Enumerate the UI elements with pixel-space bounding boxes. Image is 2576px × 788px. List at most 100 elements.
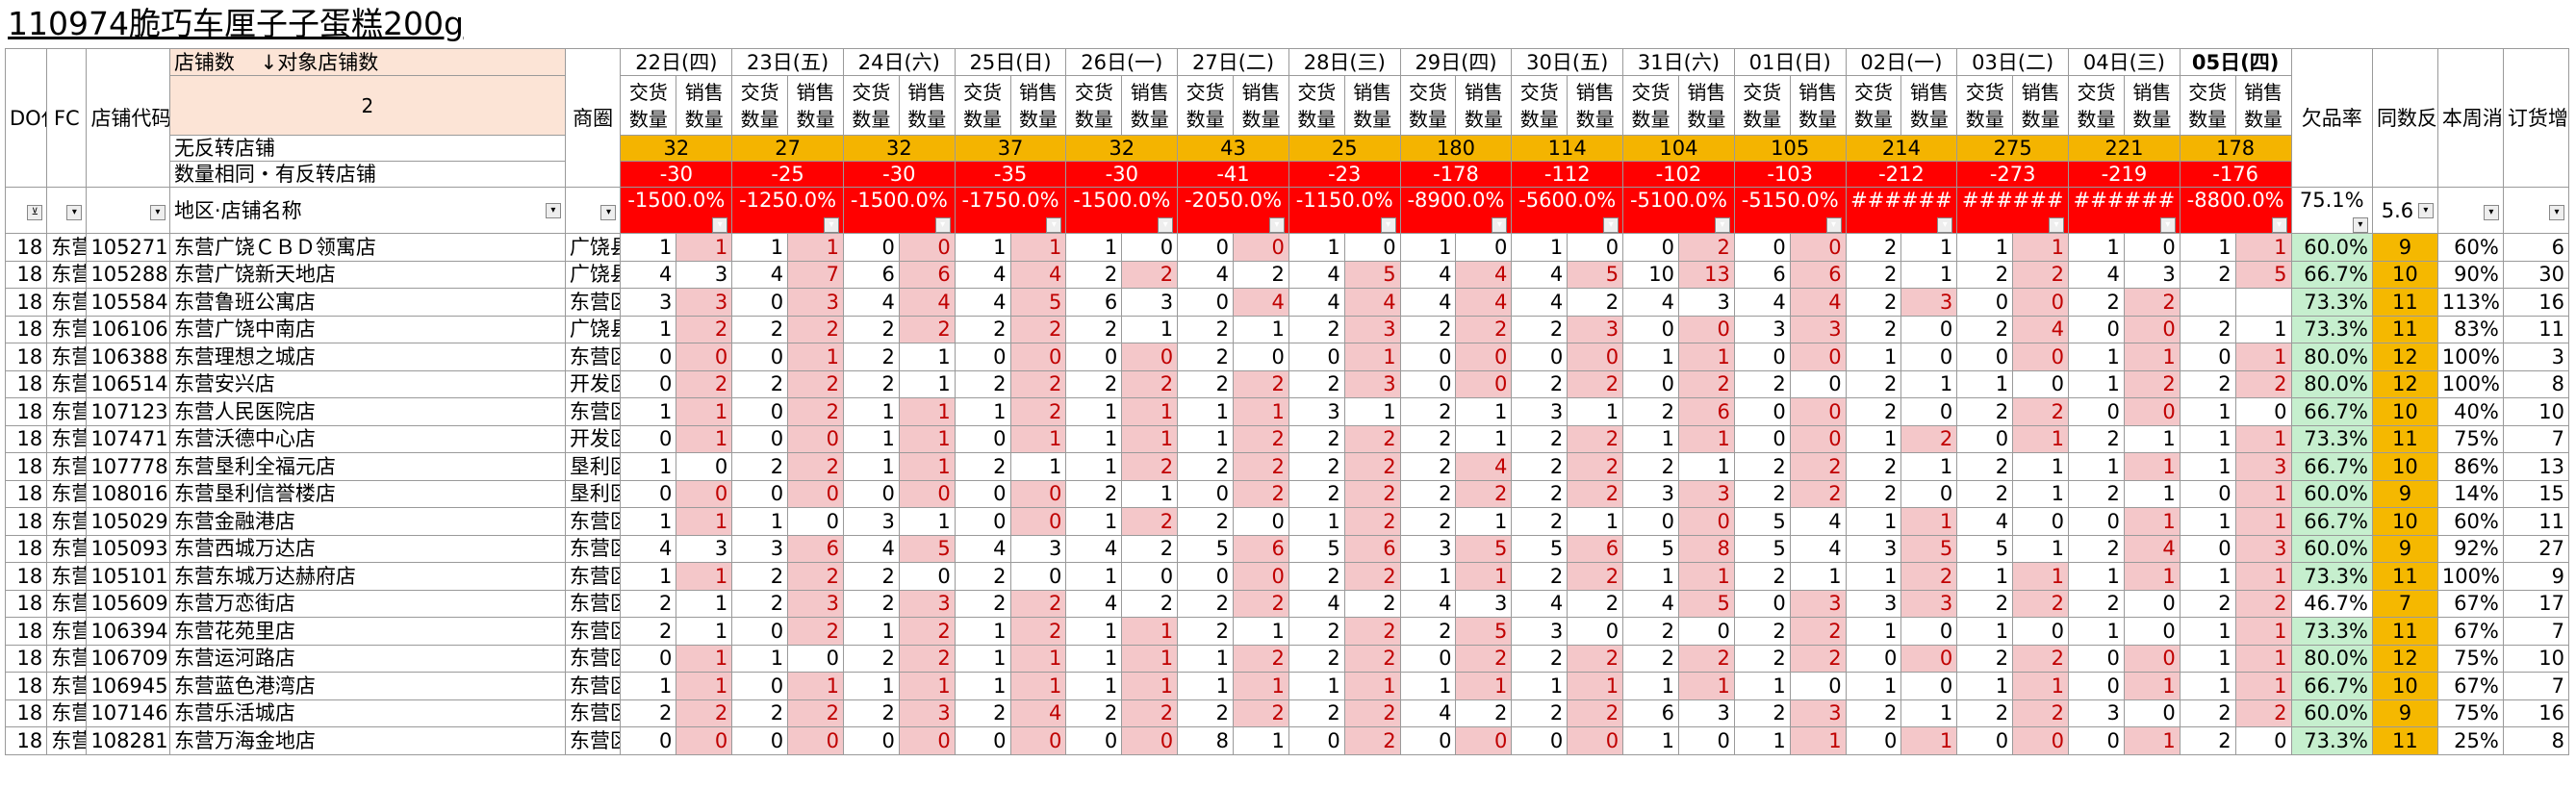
sales-qty[interactable]: 1 [898, 672, 956, 700]
deliver-qty[interactable]: 1 [2068, 233, 2125, 262]
deliver-qty[interactable]: 1 [1065, 233, 1123, 262]
filter-dropdown-icon[interactable]: ▾ [2417, 202, 2434, 218]
sales-qty[interactable]: 1 [1789, 562, 1847, 591]
sales-qty[interactable]: 2 [2012, 589, 2070, 618]
deliver-qty[interactable]: 1 [1399, 672, 1457, 700]
fc-name[interactable]: 东营 [46, 452, 88, 481]
store-name[interactable]: 东营鲁班公寓店 [168, 288, 566, 317]
deliver-qty[interactable]: 0 [954, 507, 1011, 536]
sales-qty[interactable]: 2 [1343, 699, 1401, 727]
deliver-header[interactable]: 交货数量 [1065, 75, 1123, 136]
same-count[interactable]: 9 [2371, 233, 2438, 262]
deliver-qty[interactable]: 2 [1399, 315, 1457, 343]
do-code[interactable]: 18 [4, 315, 48, 343]
deliver-qty[interactable]: 2 [1288, 699, 1345, 727]
sales-qty[interactable]: 3 [676, 534, 733, 563]
sales-qty[interactable]: 1 [1121, 617, 1179, 646]
deliver-header[interactable]: 交货数量 [1956, 75, 2014, 136]
filter-dropdown-icon[interactable]: ▾ [1380, 217, 1396, 233]
sales-qty[interactable]: 1 [787, 343, 844, 371]
sales-qty[interactable]: 0 [1455, 726, 1513, 755]
deliver-qty[interactable]: 0 [1733, 424, 1791, 453]
store-name[interactable]: 东营万海金地店 [168, 726, 566, 755]
sales-header[interactable]: 销售数量 [1789, 75, 1847, 136]
sales-qty[interactable]: 2 [2234, 369, 2292, 398]
deliver-qty[interactable]: 0 [731, 343, 789, 371]
sales-qty[interactable]: 2 [1900, 562, 1958, 591]
sales-qty[interactable]: 1 [787, 672, 844, 700]
filter-dropdown-icon[interactable]: ▾ [2483, 205, 2499, 220]
same-count[interactable]: 10 [2371, 397, 2438, 426]
filter-dropdown-icon[interactable]: ▾ [66, 205, 83, 220]
deliver-qty[interactable]: 3 [1511, 617, 1569, 646]
sales-qty[interactable]: 0 [787, 726, 844, 755]
filter-dropdown-icon[interactable]: ▾ [1046, 217, 1062, 233]
area-name[interactable]: 垦利区 [564, 452, 622, 481]
no-reverse-value[interactable]: 32 [1065, 135, 1179, 162]
deliver-qty[interactable]: 1 [2179, 397, 2236, 426]
store-name[interactable]: 东营安兴店 [168, 369, 566, 398]
header-fc[interactable]: FC [46, 48, 88, 188]
deliver-qty[interactable]: 1 [1065, 424, 1123, 453]
same-count[interactable]: 10 [2371, 260, 2438, 289]
deliver-qty[interactable]: 2 [842, 562, 900, 591]
sales-qty[interactable]: 2 [787, 315, 844, 343]
deliver-qty[interactable]: 1 [1622, 672, 1679, 700]
defect-rate[interactable]: 60.0% [2290, 479, 2373, 508]
sales-qty[interactable]: 2 [2012, 699, 2070, 727]
deliver-qty[interactable]: 2 [1845, 479, 1902, 508]
percent-value[interactable]: -1500.0% ▾ [842, 187, 956, 234]
deliver-qty[interactable]: 2 [842, 369, 900, 398]
area-name[interactable]: 开发区 [564, 424, 622, 453]
deliver-qty[interactable]: 0 [2068, 644, 2125, 673]
no-reverse-value[interactable]: 214 [1845, 135, 1958, 162]
filter-dropdown-icon[interactable]: ▾ [1937, 217, 1953, 233]
deliver-qty[interactable]: 1 [1065, 562, 1123, 591]
deliver-qty[interactable]: 2 [1622, 452, 1679, 481]
sales-header[interactable]: 销售数量 [2012, 75, 2070, 136]
sales-qty[interactable]: 1 [676, 617, 733, 646]
sales-qty[interactable]: 2 [787, 397, 844, 426]
deliver-qty[interactable]: 4 [1511, 260, 1569, 289]
deliver-qty[interactable]: 4 [1733, 288, 1791, 317]
deliver-qty[interactable]: 2 [1177, 452, 1235, 481]
sales-qty[interactable]: 0 [2012, 726, 2070, 755]
fc-name[interactable]: 东营 [46, 397, 88, 426]
defect-rate[interactable]: 80.0% [2290, 644, 2373, 673]
sales-qty[interactable]: 2 [1567, 479, 1624, 508]
sales-qty[interactable]: 0 [1455, 369, 1513, 398]
sales-qty[interactable]: 3 [676, 288, 733, 317]
percent-value[interactable]: -5100.0% ▾ [1622, 187, 1735, 234]
deliver-qty[interactable]: 1 [842, 397, 900, 426]
day-header[interactable]: 22日(四) [620, 48, 733, 76]
sales-qty[interactable]: 5 [2234, 260, 2292, 289]
sales-qty[interactable]: 3 [1121, 288, 1179, 317]
sales-qty[interactable]: 4 [1789, 288, 1847, 317]
fc-name[interactable]: 东营 [46, 589, 88, 618]
sales-qty[interactable]: 5 [1900, 534, 1958, 563]
filter-area[interactable]: ▾ [564, 187, 622, 234]
deliver-qty[interactable]: 1 [2068, 369, 2125, 398]
day-header[interactable]: 23日(五) [731, 48, 844, 76]
deliver-qty[interactable]: 2 [2068, 424, 2125, 453]
deliver-qty[interactable]: 0 [1956, 343, 2014, 371]
sales-qty[interactable]: 0 [1677, 617, 1735, 646]
filter-dropdown-icon[interactable]: ▾ [2049, 217, 2065, 233]
sales-qty[interactable]: 1 [898, 452, 956, 481]
header-store-count[interactable]: 店铺数 ↓对象店铺数 [168, 48, 566, 76]
defect-rate[interactable]: 73.3% [2290, 288, 2373, 317]
no-reverse-value[interactable]: 104 [1622, 135, 1735, 162]
deliver-qty[interactable]: 2 [1845, 699, 1902, 727]
sales-qty[interactable]: 0 [898, 233, 956, 262]
deliver-qty[interactable]: 1 [1956, 562, 2014, 591]
sales-qty[interactable]: 1 [1567, 672, 1624, 700]
deliver-qty[interactable]: 3 [731, 534, 789, 563]
sales-qty[interactable]: 1 [1343, 343, 1401, 371]
deliver-qty[interactable]: 0 [954, 343, 1011, 371]
filter-dropdown-icon[interactable]: ▾ [1825, 217, 1842, 233]
same-count[interactable]: 12 [2371, 369, 2438, 398]
sales-qty[interactable]: 1 [1455, 424, 1513, 453]
deliver-qty[interactable]: 1 [620, 672, 677, 700]
sales-qty[interactable]: 1 [1900, 260, 1958, 289]
no-reverse-value[interactable]: 25 [1288, 135, 1401, 162]
